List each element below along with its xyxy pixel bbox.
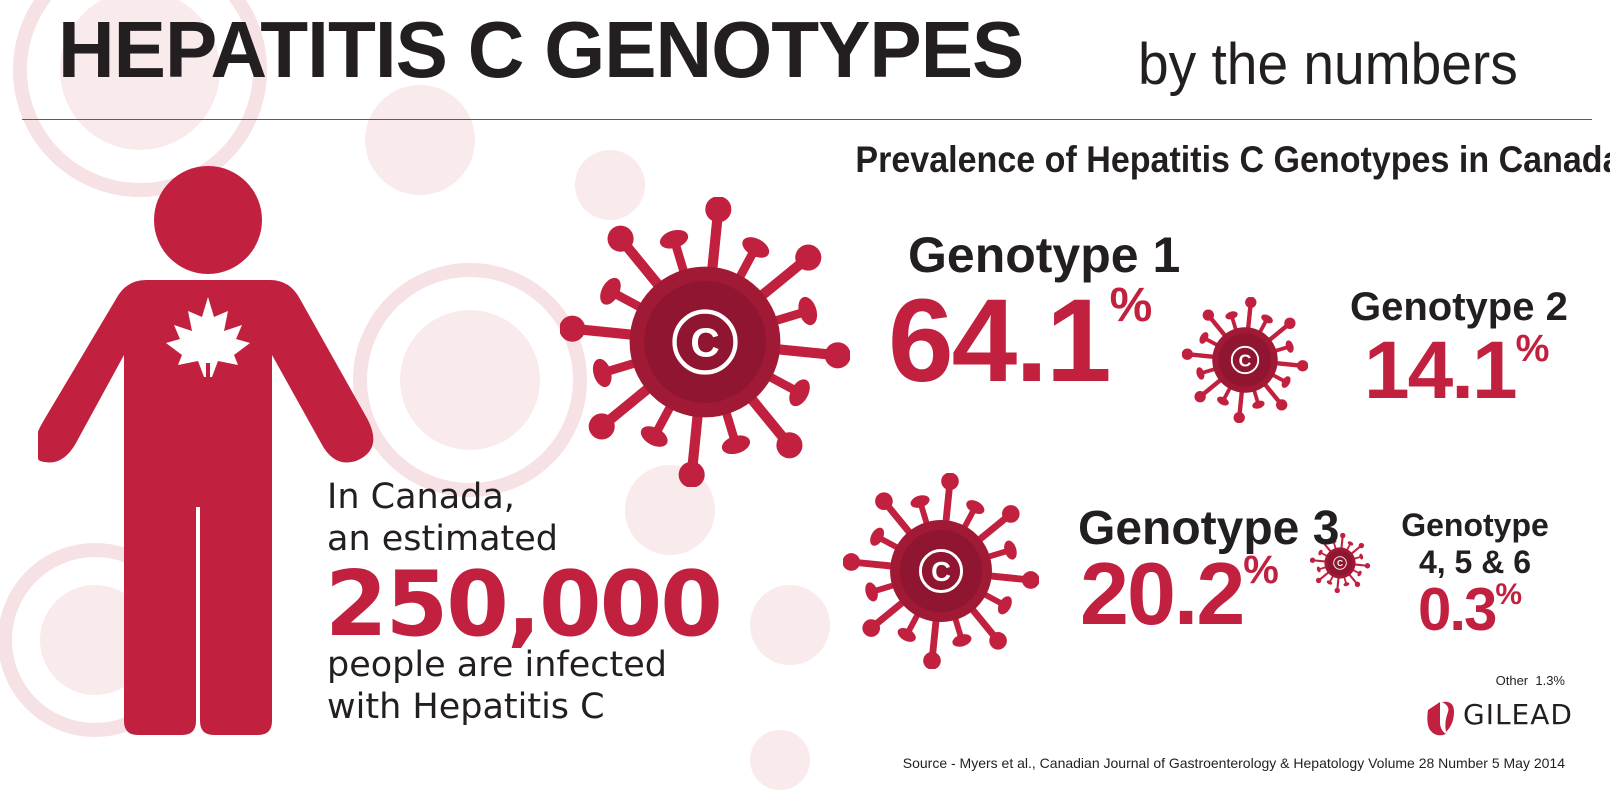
- genotype-1-value: 64.1: [888, 275, 1112, 407]
- genotype-456-unit: %: [1495, 578, 1523, 611]
- virus-letter: C: [931, 556, 951, 587]
- stat-line-2: an estimated: [327, 519, 558, 559]
- genotype-2-value: 14.1: [1364, 325, 1518, 416]
- other-value: 1.3%: [1535, 673, 1565, 688]
- virus-letter: C: [690, 320, 719, 366]
- genotype-3-percent: 20.2%: [1080, 550, 1279, 638]
- other-note: Other 1.3%: [1496, 673, 1565, 688]
- genotype-456-percent: 0.3%: [1418, 580, 1522, 640]
- maple-leaf-icon: [166, 297, 250, 377]
- stat-line-1: In Canada,: [327, 477, 515, 517]
- virus-letter: C: [1337, 558, 1343, 568]
- genotype-1-percent: 64.1%: [888, 279, 1153, 401]
- virus-icon-genotype-1: C: [560, 197, 850, 487]
- page-subtitle: by the numbers: [1138, 32, 1518, 97]
- genotype-1-label: Genotype 1: [908, 227, 1181, 283]
- virus-icon-genotype-3: C: [843, 473, 1039, 669]
- genotype-2-unit: %: [1515, 328, 1550, 370]
- genotype-3-label: Genotype 3: [1078, 502, 1340, 555]
- gilead-logo-icon: [1427, 701, 1454, 736]
- genotype-456-value: 0.3: [1418, 576, 1497, 643]
- genotype-456-label-1: Genotype: [1401, 507, 1549, 543]
- genotype-456-label-2: 4, 5 & 6: [1418, 544, 1532, 580]
- gilead-logo-text: GILEAD: [1463, 698, 1573, 731]
- genotype-3-value: 20.2: [1080, 544, 1245, 643]
- stat-line-4: with Hepatitis C: [327, 687, 605, 727]
- title-divider: [22, 119, 1592, 120]
- person-silhouette-icon: [38, 166, 374, 735]
- genotype-1-unit: %: [1109, 279, 1153, 332]
- genotype-2-label: Genotype 2: [1350, 285, 1568, 329]
- genotype-3-unit: %: [1243, 548, 1279, 592]
- infected-count: 250,000: [325, 552, 723, 657]
- stat-line-3: people are infected: [327, 645, 667, 685]
- virus-icon-genotype-456: C: [1310, 533, 1370, 593]
- other-label: Other: [1495, 673, 1529, 688]
- source-citation: Source - Myers et al., Canadian Journal …: [902, 755, 1565, 771]
- virus-icon-genotype-2: C: [1182, 297, 1308, 423]
- section-heading: Prevalence of Hepatitis C Genotypes in C…: [855, 139, 1610, 180]
- page-title: HEPATITIS C GENOTYPES: [58, 5, 1024, 94]
- genotype-2-percent: 14.1%: [1364, 330, 1549, 412]
- virus-letter: C: [1239, 350, 1252, 370]
